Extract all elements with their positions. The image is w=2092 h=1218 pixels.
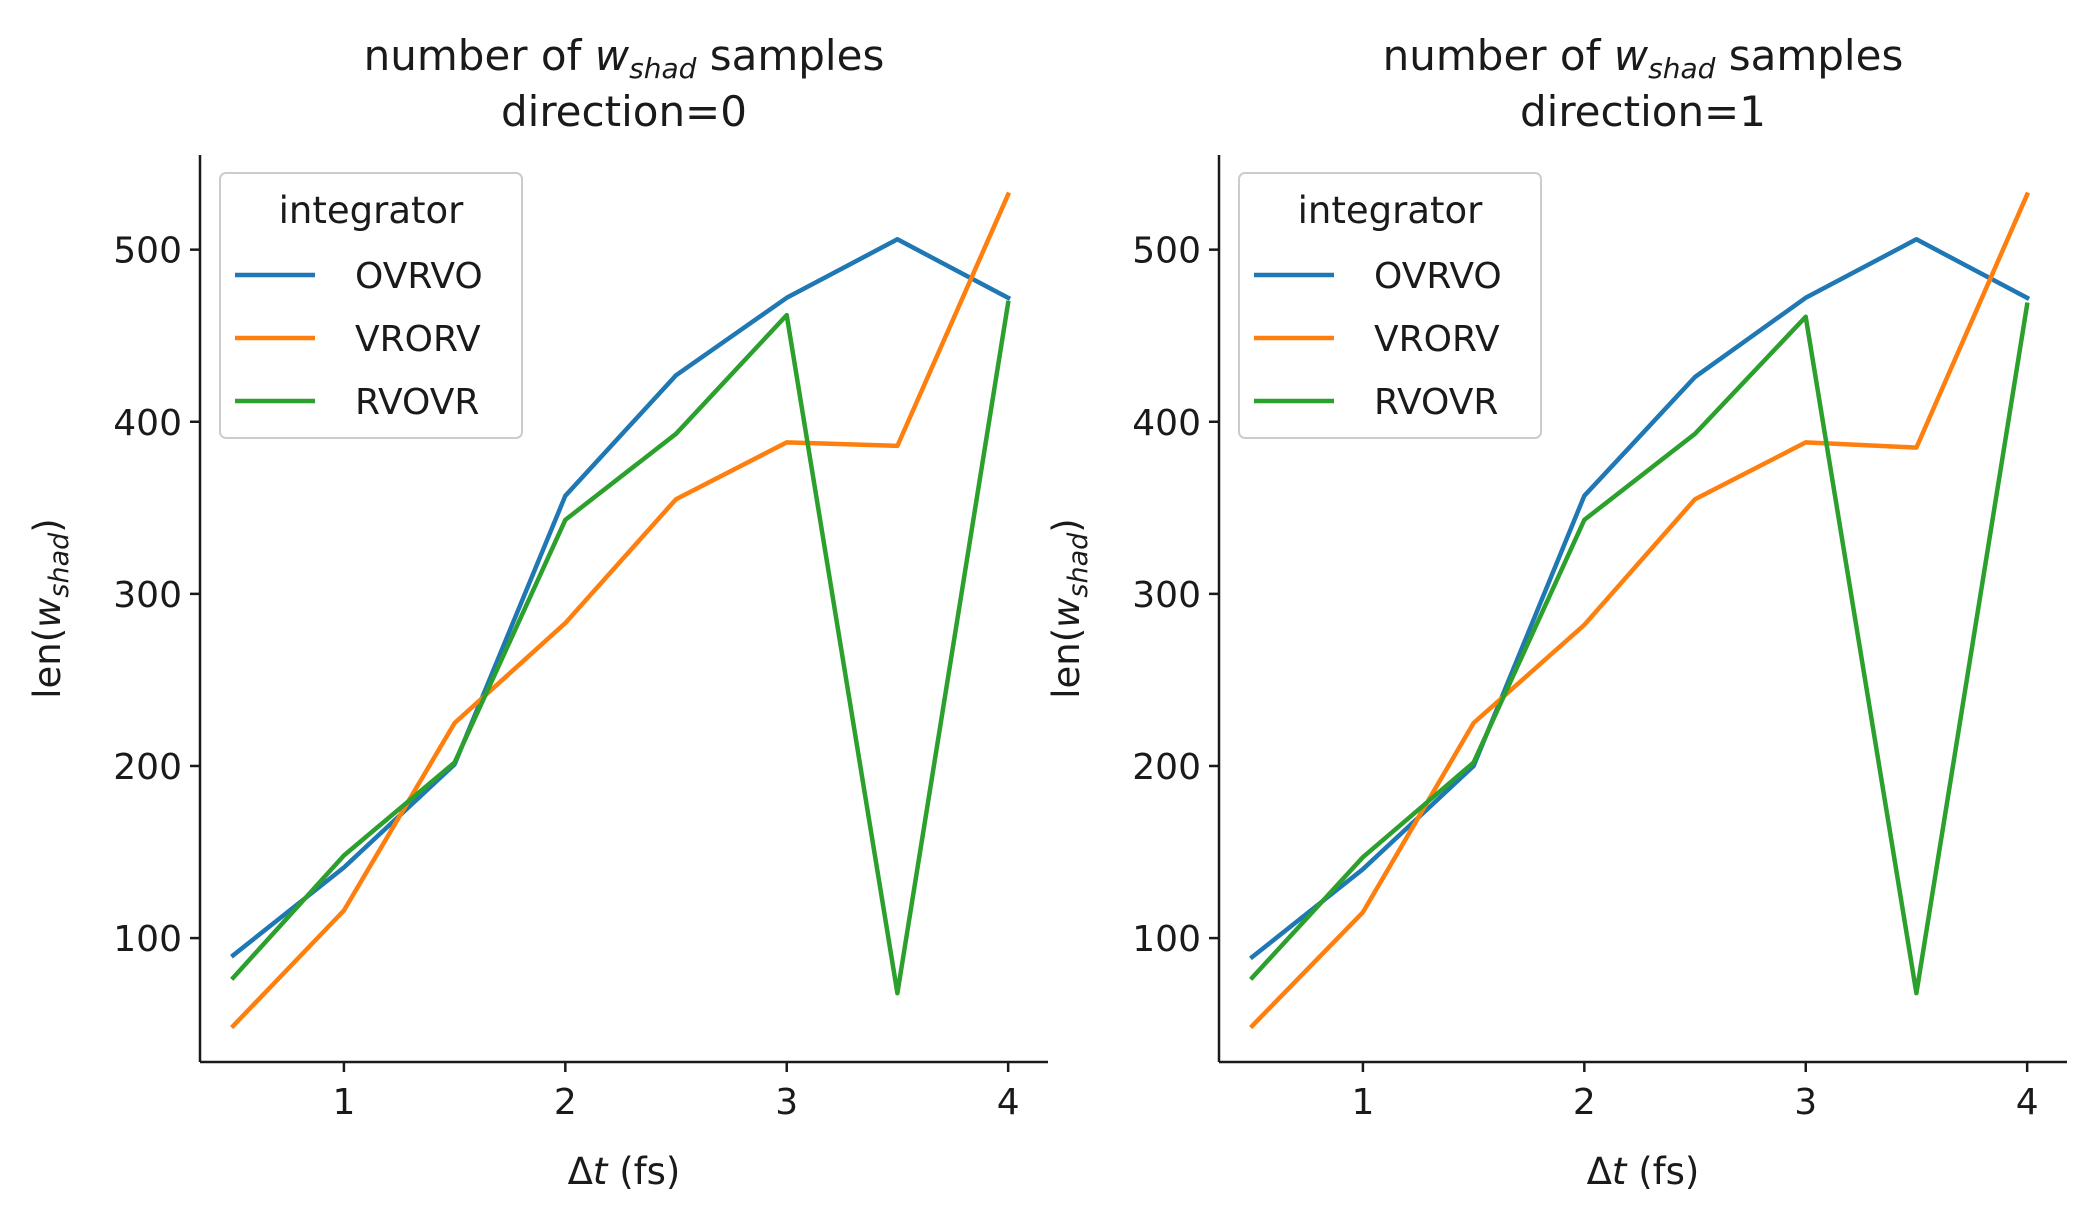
series-line-rvovr <box>1249 302 2030 996</box>
chart-subtitle: direction=1 <box>1520 87 1766 136</box>
x-tick-label: 3 <box>775 1082 798 1123</box>
x-tick-label: 2 <box>554 1082 577 1123</box>
x-tick-label: 3 <box>1794 1082 1817 1123</box>
legend-label-rvovr: RVOVR <box>1374 382 1498 423</box>
x-axis-label: Δt (fs) <box>1587 1150 1700 1193</box>
x-axis-label: Δt (fs) <box>568 1150 681 1193</box>
y-tick-label: 400 <box>113 403 182 444</box>
legend-label-vrorv: VRORV <box>1374 319 1500 360</box>
series-line-rvovr <box>230 300 1011 996</box>
legend-label-vrorv: VRORV <box>355 319 481 360</box>
y-tick-label: 300 <box>113 575 182 616</box>
x-tick-label: 1 <box>1351 1082 1374 1123</box>
x-tick-label: 4 <box>997 1082 1020 1123</box>
legend-label-rvovr: RVOVR <box>355 382 479 423</box>
series-line-ovrvo <box>230 237 1012 959</box>
legend-label-ovrvo: OVRVO <box>355 256 483 297</box>
chart-subtitle: direction=0 <box>501 87 747 136</box>
x-tick-label: 1 <box>332 1082 355 1123</box>
series-line-vrorv <box>1249 191 2031 1030</box>
chart-title: number of wshad samples <box>1383 31 1904 85</box>
y-tick-label: 200 <box>1132 747 1201 788</box>
y-tick-label: 500 <box>1132 231 1201 272</box>
y-tick-label: 300 <box>1132 575 1201 616</box>
y-tick-label: 400 <box>1132 403 1201 444</box>
y-tick-label: 200 <box>113 747 182 788</box>
series-line-vrorv <box>230 191 1012 1030</box>
legend-title: integrator <box>279 189 465 232</box>
legend-label-ovrvo: OVRVO <box>1374 256 1502 297</box>
y-tick-label: 100 <box>113 919 182 960</box>
x-tick-label: 2 <box>1573 1082 1596 1123</box>
y-axis-label: len(wshad) <box>1045 518 1094 699</box>
y-axis-label: len(wshad) <box>26 518 75 699</box>
x-tick-label: 4 <box>2016 1082 2039 1123</box>
legend: integrator OVRVO VRORV RVOVR <box>219 172 523 439</box>
y-tick-label: 100 <box>1132 919 1201 960</box>
legend: integrator OVRVO VRORV RVOVR <box>1238 172 1542 439</box>
chart-title: number of wshad samples <box>364 31 885 85</box>
legend-box <box>1238 172 1542 439</box>
legend-box <box>219 172 523 439</box>
legend-title: integrator <box>1298 189 1484 232</box>
series-line-ovrvo <box>1249 237 2031 961</box>
y-tick-label: 500 <box>113 231 182 272</box>
